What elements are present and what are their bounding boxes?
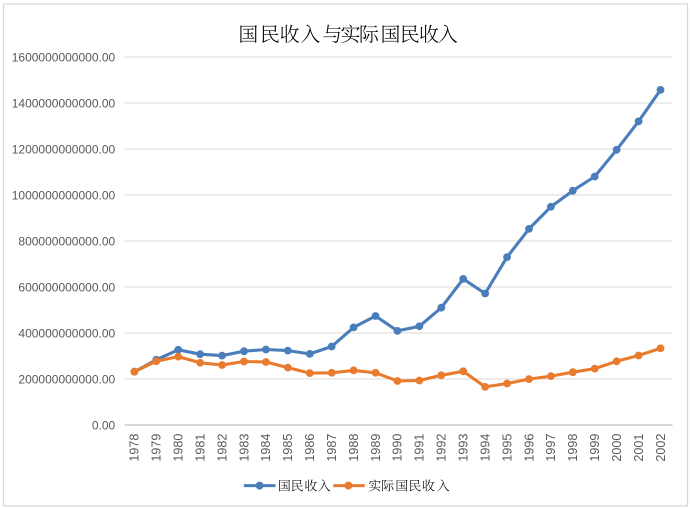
svg-text:1991: 1991 <box>413 434 427 462</box>
svg-text:200000000000.00: 200000000000.00 <box>18 373 115 387</box>
svg-text:1987: 1987 <box>325 434 339 462</box>
svg-text:1988: 1988 <box>347 434 361 462</box>
svg-text:2000: 2000 <box>610 434 624 462</box>
svg-text:1996: 1996 <box>522 434 536 462</box>
svg-text:800000000000.00: 800000000000.00 <box>18 235 115 249</box>
svg-text:1999: 1999 <box>588 434 602 462</box>
svg-text:1978: 1978 <box>128 434 142 462</box>
svg-text:1600000000000.00: 1600000000000.00 <box>12 51 116 65</box>
svg-text:1994: 1994 <box>478 434 492 462</box>
svg-text:1989: 1989 <box>369 434 383 462</box>
svg-text:600000000000.00: 600000000000.00 <box>18 281 115 295</box>
svg-text:1979: 1979 <box>150 434 164 462</box>
svg-text:400000000000.00: 400000000000.00 <box>18 327 115 341</box>
svg-text:1993: 1993 <box>457 434 471 462</box>
svg-text:1984: 1984 <box>259 434 273 462</box>
svg-text:2001: 2001 <box>632 434 646 462</box>
svg-text:1982: 1982 <box>215 434 229 462</box>
svg-text:1985: 1985 <box>281 434 295 462</box>
svg-text:1998: 1998 <box>566 434 580 462</box>
svg-text:0.00: 0.00 <box>92 419 116 433</box>
svg-text:1980: 1980 <box>172 434 186 462</box>
svg-text:1983: 1983 <box>237 434 251 462</box>
svg-text:1990: 1990 <box>391 434 405 462</box>
svg-text:1200000000000.00: 1200000000000.00 <box>12 143 116 157</box>
svg-text:1997: 1997 <box>544 434 558 462</box>
svg-text:1000000000000.00: 1000000000000.00 <box>12 189 116 203</box>
svg-text:1400000000000.00: 1400000000000.00 <box>12 97 116 111</box>
svg-text:2002: 2002 <box>654 434 668 462</box>
svg-text:1992: 1992 <box>435 434 449 462</box>
svg-text:1995: 1995 <box>500 434 514 462</box>
svg-text:1981: 1981 <box>193 434 207 462</box>
svg-text:1986: 1986 <box>303 434 317 462</box>
